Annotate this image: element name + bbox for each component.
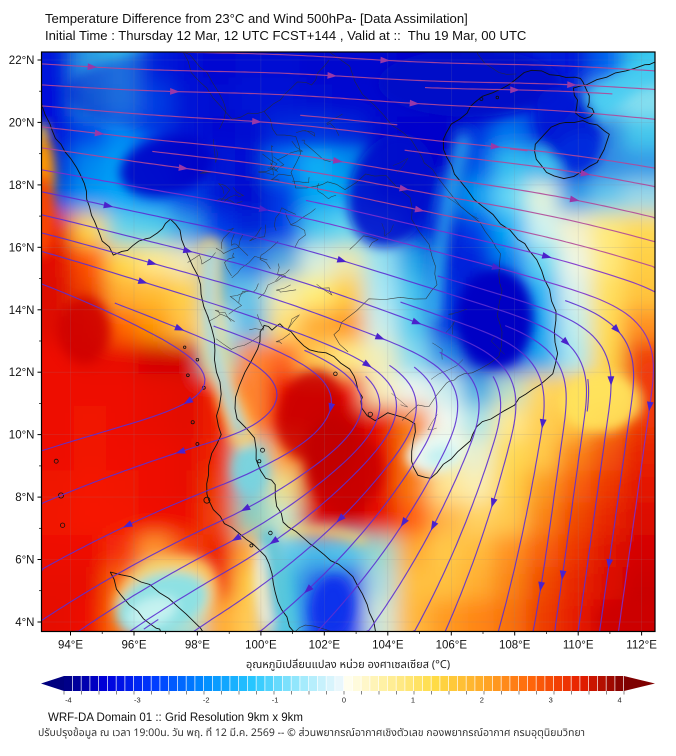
svg-text:-3: -3 [134, 696, 141, 705]
svg-text:20°N: 20°N [9, 117, 35, 129]
svg-text:WRF-DA Domain 01 :: Grid Resol: WRF-DA Domain 01 :: Grid Resolution 9km … [48, 712, 303, 724]
svg-text:18°N: 18°N [9, 180, 35, 192]
svg-text:108°E: 108°E [499, 640, 531, 652]
svg-text:100°E: 100°E [245, 640, 277, 652]
svg-text:3: 3 [549, 696, 553, 705]
svg-text:Temperature Difference from 23: Temperature Difference from 23°C and Win… [45, 11, 468, 26]
svg-text:0: 0 [342, 696, 346, 705]
svg-text:4: 4 [618, 696, 622, 705]
svg-text:2: 2 [480, 696, 484, 705]
svg-text:102°E: 102°E [309, 640, 341, 652]
svg-text:10°N: 10°N [9, 430, 35, 442]
svg-text:6°N: 6°N [15, 555, 34, 567]
svg-text:-4: -4 [65, 696, 72, 705]
svg-text:112°E: 112°E [626, 640, 657, 652]
svg-text:104°E: 104°E [372, 640, 404, 652]
svg-text:12°N: 12°N [9, 367, 35, 379]
svg-text:-1: -1 [272, 696, 279, 705]
svg-text:98°E: 98°E [185, 640, 210, 652]
svg-text:-2: -2 [203, 696, 210, 705]
svg-text:14°N: 14°N [9, 305, 35, 317]
svg-text:8°N: 8°N [15, 492, 34, 504]
svg-text:4°N: 4°N [15, 617, 34, 629]
svg-text:96°E: 96°E [121, 640, 146, 652]
svg-text:16°N: 16°N [9, 242, 35, 254]
svg-text:22°N: 22°N [9, 55, 35, 67]
svg-text:94°E: 94°E [58, 640, 83, 652]
svg-text:1: 1 [411, 696, 415, 705]
svg-text:Initial Time : Thursday 12 Mar: Initial Time : Thursday 12 Mar, 12 UTC F… [45, 28, 526, 43]
svg-text:106°E: 106°E [436, 640, 468, 652]
svg-text:110°E: 110°E [563, 640, 594, 652]
